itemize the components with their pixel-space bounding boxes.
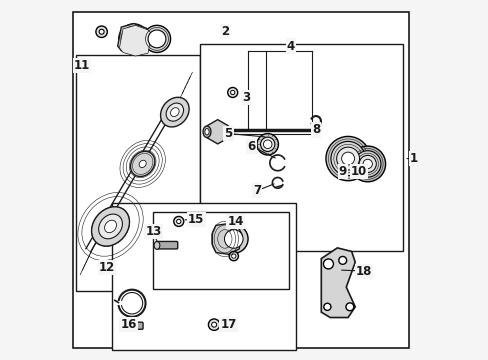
Circle shape (260, 137, 274, 152)
Circle shape (211, 322, 216, 327)
Circle shape (173, 216, 183, 226)
Circle shape (323, 303, 330, 310)
Bar (200, 44, 403, 251)
Circle shape (257, 134, 278, 155)
Ellipse shape (203, 126, 210, 138)
Circle shape (99, 29, 104, 34)
Circle shape (143, 25, 170, 53)
Circle shape (336, 147, 359, 170)
Circle shape (230, 90, 234, 95)
Polygon shape (321, 248, 354, 318)
Circle shape (231, 254, 235, 258)
Text: 13: 13 (145, 225, 161, 238)
Circle shape (123, 29, 143, 49)
Text: 5: 5 (224, 127, 232, 140)
Circle shape (325, 136, 369, 181)
Circle shape (345, 303, 353, 311)
Ellipse shape (160, 97, 189, 127)
Text: 7: 7 (252, 184, 261, 197)
Text: 12: 12 (99, 261, 115, 274)
Ellipse shape (154, 242, 160, 249)
FancyBboxPatch shape (156, 242, 177, 249)
Ellipse shape (91, 207, 129, 246)
Bar (112, 203, 296, 350)
Circle shape (323, 259, 333, 269)
Circle shape (208, 319, 220, 330)
Circle shape (219, 225, 247, 253)
Ellipse shape (166, 103, 183, 121)
Text: 8: 8 (311, 123, 320, 136)
Text: 4: 4 (286, 40, 294, 53)
Ellipse shape (104, 220, 116, 233)
Text: 9: 9 (338, 165, 346, 177)
FancyBboxPatch shape (127, 322, 143, 329)
Text: 15: 15 (188, 213, 204, 226)
Circle shape (96, 26, 107, 37)
Text: 18: 18 (355, 265, 371, 278)
Circle shape (358, 156, 376, 172)
Ellipse shape (130, 151, 155, 176)
Ellipse shape (99, 214, 122, 239)
Circle shape (341, 152, 354, 165)
Circle shape (363, 159, 372, 168)
Ellipse shape (204, 129, 209, 135)
Polygon shape (119, 25, 151, 56)
Polygon shape (207, 120, 228, 144)
Circle shape (119, 24, 148, 54)
Text: 3: 3 (242, 91, 250, 104)
Bar (76, 55, 200, 291)
Text: 11: 11 (74, 59, 90, 72)
Text: 17: 17 (220, 318, 236, 331)
Circle shape (354, 151, 380, 177)
Circle shape (224, 230, 243, 248)
Text: 2: 2 (221, 25, 228, 38)
Circle shape (349, 146, 385, 182)
Ellipse shape (139, 160, 146, 167)
Text: 1: 1 (409, 152, 417, 165)
Bar (153, 212, 288, 289)
Polygon shape (118, 23, 149, 54)
Circle shape (148, 30, 165, 48)
Circle shape (227, 87, 237, 98)
Text: 6: 6 (247, 140, 255, 153)
Text: 10: 10 (350, 165, 366, 177)
Ellipse shape (170, 108, 179, 117)
Circle shape (176, 219, 181, 224)
Circle shape (330, 141, 365, 176)
Text: 16: 16 (120, 318, 136, 331)
Text: 14: 14 (227, 215, 243, 228)
Circle shape (229, 251, 238, 261)
Circle shape (263, 140, 271, 149)
Polygon shape (212, 224, 242, 254)
Circle shape (338, 256, 346, 264)
